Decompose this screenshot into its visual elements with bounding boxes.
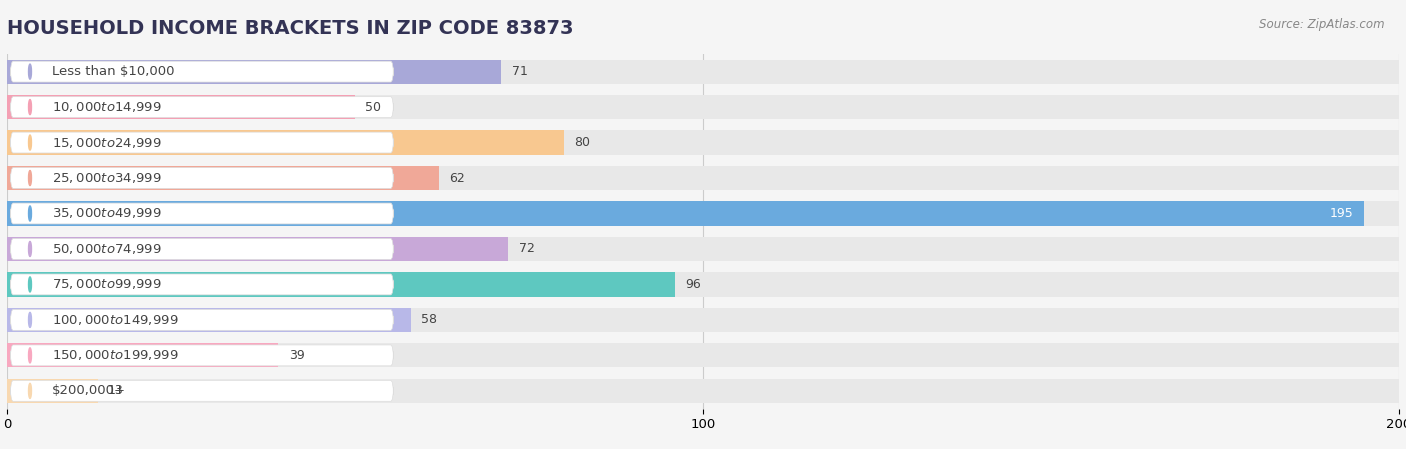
Bar: [7, 343, 278, 367]
FancyBboxPatch shape: [10, 203, 394, 224]
Text: $15,000 to $24,999: $15,000 to $24,999: [52, 136, 162, 150]
Circle shape: [28, 100, 31, 114]
Circle shape: [28, 277, 31, 292]
Text: $25,000 to $34,999: $25,000 to $34,999: [52, 171, 162, 185]
Bar: [7, 60, 1399, 84]
Text: 58: 58: [422, 313, 437, 326]
Bar: [7, 308, 411, 332]
Text: 13: 13: [108, 384, 124, 397]
FancyBboxPatch shape: [10, 167, 394, 189]
FancyBboxPatch shape: [10, 132, 394, 153]
Bar: [7, 166, 1399, 190]
Bar: [7, 273, 675, 296]
Circle shape: [28, 135, 31, 150]
Bar: [7, 379, 1399, 403]
Circle shape: [28, 383, 31, 398]
Text: $10,000 to $14,999: $10,000 to $14,999: [52, 100, 162, 114]
Text: $75,000 to $99,999: $75,000 to $99,999: [52, 277, 162, 291]
FancyBboxPatch shape: [10, 345, 394, 366]
FancyBboxPatch shape: [10, 61, 394, 82]
Text: 96: 96: [686, 278, 702, 291]
Text: Less than $10,000: Less than $10,000: [52, 65, 174, 78]
Circle shape: [28, 348, 31, 363]
FancyBboxPatch shape: [10, 309, 394, 330]
Bar: [7, 202, 1364, 225]
Text: 39: 39: [288, 349, 305, 362]
Bar: [7, 273, 1399, 296]
Text: 71: 71: [512, 65, 527, 78]
Bar: [7, 237, 1399, 261]
Text: $50,000 to $74,999: $50,000 to $74,999: [52, 242, 162, 256]
Bar: [7, 131, 564, 154]
Bar: [7, 237, 508, 261]
Text: 50: 50: [366, 101, 381, 114]
Bar: [7, 95, 354, 119]
Text: 195: 195: [1330, 207, 1354, 220]
Text: 80: 80: [574, 136, 591, 149]
Text: Source: ZipAtlas.com: Source: ZipAtlas.com: [1260, 18, 1385, 31]
Circle shape: [28, 206, 31, 221]
Bar: [7, 343, 1399, 367]
Circle shape: [28, 171, 31, 185]
FancyBboxPatch shape: [10, 274, 394, 295]
Text: $100,000 to $149,999: $100,000 to $149,999: [52, 313, 179, 327]
Bar: [7, 202, 1399, 225]
Bar: [7, 379, 97, 403]
FancyBboxPatch shape: [10, 97, 394, 118]
Text: $150,000 to $199,999: $150,000 to $199,999: [52, 348, 179, 362]
Text: $35,000 to $49,999: $35,000 to $49,999: [52, 207, 162, 220]
Text: 62: 62: [449, 172, 465, 185]
Text: HOUSEHOLD INCOME BRACKETS IN ZIP CODE 83873: HOUSEHOLD INCOME BRACKETS IN ZIP CODE 83…: [7, 19, 574, 39]
Circle shape: [28, 64, 31, 79]
Text: $200,000+: $200,000+: [52, 384, 127, 397]
Bar: [7, 60, 501, 84]
Bar: [7, 95, 1399, 119]
Circle shape: [28, 242, 31, 256]
FancyBboxPatch shape: [10, 238, 394, 260]
Bar: [7, 308, 1399, 332]
Bar: [7, 166, 439, 190]
Text: 72: 72: [519, 242, 534, 255]
Circle shape: [28, 313, 31, 327]
FancyBboxPatch shape: [10, 380, 394, 401]
Bar: [7, 131, 1399, 154]
